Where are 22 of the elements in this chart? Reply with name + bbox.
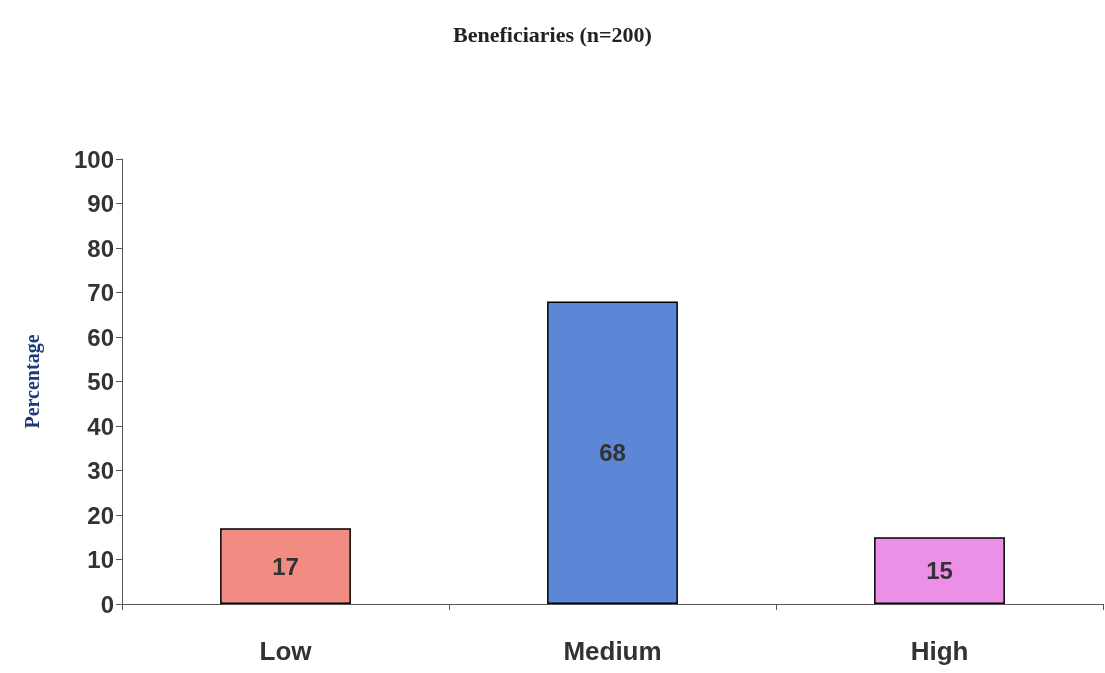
y-tick-label: 20 [87, 501, 114, 529]
bar [220, 528, 351, 604]
y-tick-label: 90 [87, 190, 114, 217]
data-label: 17 [272, 552, 299, 580]
bar [874, 537, 1005, 604]
y-tick-label: 40 [87, 412, 114, 440]
y-tick-label: 80 [87, 234, 114, 262]
data-label: 15 [926, 557, 953, 585]
y-tick-label: 30 [87, 457, 114, 484]
y-tick-label: 0 [100, 590, 114, 618]
x-tick-label: Medium [563, 636, 662, 666]
y-tick-label: 10 [87, 546, 114, 573]
y-axis-title: Percentage [21, 334, 44, 429]
data-label: 68 [599, 439, 626, 467]
y-tick-label: 100 [73, 145, 114, 173]
x-tick-label: Low [259, 636, 313, 666]
y-tick-label: 70 [87, 279, 114, 306]
bar [547, 301, 678, 604]
x-tick-label: High [910, 636, 969, 666]
chart-title: Beneficiaries (n=200) [453, 21, 652, 47]
y-tick-label: 50 [87, 368, 114, 395]
y-tick-label: 60 [87, 323, 114, 351]
